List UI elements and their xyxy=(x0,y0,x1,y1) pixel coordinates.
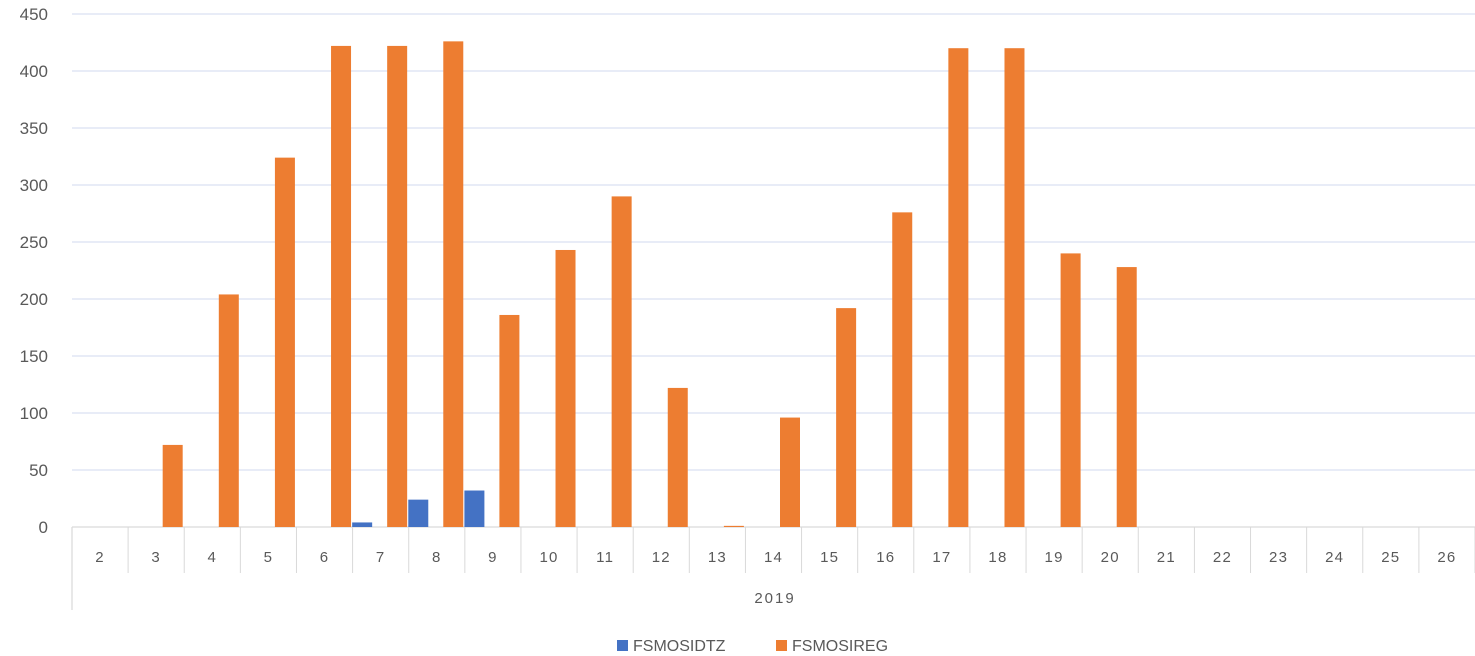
y-tick-label: 200 xyxy=(20,290,48,309)
bar-fsmosidtz-8 xyxy=(408,499,429,527)
x-tick-label: 2 xyxy=(95,549,105,566)
y-tick-label: 400 xyxy=(20,62,48,81)
y-tick-label: 50 xyxy=(29,461,48,480)
bar-fsmosireg-7 xyxy=(387,45,408,528)
bar-fsmosireg-3 xyxy=(162,444,183,527)
bar-fsmosireg-16 xyxy=(892,212,913,528)
x-tick-label: 19 xyxy=(1045,549,1064,566)
x-tick-label: 13 xyxy=(708,549,727,566)
bar-fsmosireg-12 xyxy=(667,387,688,527)
x-tick-label: 3 xyxy=(151,549,161,566)
x-tick-label: 8 xyxy=(432,549,442,566)
x-tick-label: 21 xyxy=(1157,549,1176,566)
x-tick-label: 10 xyxy=(539,549,558,566)
bar-fsmosireg-4 xyxy=(218,294,239,527)
x-tick-label: 20 xyxy=(1101,549,1120,566)
x-axis-group-label: 2019 xyxy=(754,590,795,607)
bar-fsmosireg-15 xyxy=(836,308,857,527)
legend[interactable]: FSMOSIDTZ FSMOSIREG xyxy=(617,638,888,655)
x-tick-label: 4 xyxy=(208,549,218,566)
bar-fsmosireg-19 xyxy=(1060,253,1081,527)
y-tick-label: 250 xyxy=(20,233,48,252)
gridlines xyxy=(72,13,1475,471)
x-tick-label: 17 xyxy=(932,549,951,566)
bar-fsmosireg-11 xyxy=(611,196,632,527)
x-tick-label: 22 xyxy=(1213,549,1232,566)
y-tick-label: 0 xyxy=(39,518,48,537)
y-tick-label: 100 xyxy=(20,404,48,423)
x-tick-label: 25 xyxy=(1381,549,1400,566)
x-tick-label: 9 xyxy=(488,549,498,566)
axes xyxy=(71,526,1475,610)
bars xyxy=(162,41,1137,528)
x-tick-label: 11 xyxy=(596,549,614,566)
legend-swatch xyxy=(617,640,628,651)
x-tick-label: 16 xyxy=(876,549,895,566)
x-tick-label: 14 xyxy=(764,549,783,566)
bar-fsmosireg-13 xyxy=(723,525,744,527)
legend-label: FSMOSIDTZ xyxy=(633,638,726,655)
legend-label: FSMOSIREG xyxy=(792,638,888,655)
legend-item-fsmosireg[interactable]: FSMOSIREG xyxy=(776,638,888,655)
bar-fsmosireg-18 xyxy=(1004,48,1025,527)
x-tick-label: 15 xyxy=(820,549,839,566)
x-axis-tick-labels: 2 3 4 5 6 7 8 9 10 11 12 13 14 15 16 17 18 19 20 21 22 23 24 25… xyxy=(95,549,1456,566)
x-tick-label: 12 xyxy=(652,549,671,566)
legend-swatch xyxy=(776,640,787,651)
x-tick-label: 6 xyxy=(320,549,330,566)
x-tick-label: 7 xyxy=(376,549,386,566)
x-tick-label: 18 xyxy=(988,549,1007,566)
bar-fsmosireg-14 xyxy=(780,417,800,527)
x-tick-label: 26 xyxy=(1437,549,1456,566)
x-tick-label: 24 xyxy=(1325,549,1344,566)
bar-fsmosireg-20 xyxy=(1116,267,1137,527)
bar-fsmosireg-5 xyxy=(274,157,295,527)
y-tick-label: 350 xyxy=(20,119,48,138)
x-tick-label: 23 xyxy=(1269,549,1288,566)
bar-fsmosireg-17 xyxy=(948,48,969,527)
bar-fsmosireg-6 xyxy=(331,45,352,528)
y-tick-label: 450 xyxy=(20,5,48,24)
bar-fsmosireg-10 xyxy=(555,249,576,528)
y-axis-tick-labels: 0 50 100 150 200 250 300 350 400 450 xyxy=(20,5,48,537)
bar-fsmosireg-9 xyxy=(499,314,520,527)
x-tick-label: 5 xyxy=(264,549,274,566)
bar-fsmosidtz-9 xyxy=(464,490,485,527)
bar-fsmosidtz-7 xyxy=(352,522,373,527)
legend-item-fsmosidtz[interactable]: FSMOSIDTZ xyxy=(617,638,726,655)
bar-fsmosireg-8 xyxy=(443,41,464,528)
y-tick-label: 300 xyxy=(20,176,48,195)
y-tick-label: 150 xyxy=(20,347,48,366)
